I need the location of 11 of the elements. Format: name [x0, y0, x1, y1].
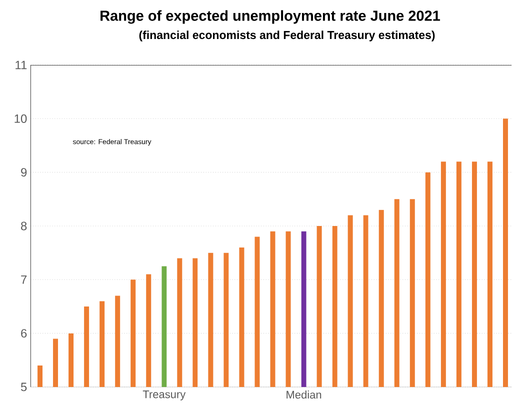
chart-title: Range of expected unemployment rate June 2021	[100, 10, 440, 24]
y-tick-label: 6	[21, 329, 27, 338]
y-tick-label: 10	[14, 114, 27, 123]
y-tick-label: 7	[21, 276, 27, 284]
y-tick-label: 5	[20, 382, 27, 392]
y-tick-label: 8	[21, 222, 27, 230]
y-tick-label: 9	[21, 168, 27, 177]
x-tick-label: Median	[286, 390, 322, 399]
chart-subtitle: (financial economists and Federal Treasury estimates)	[139, 30, 435, 42]
y-tick-label: 11	[16, 60, 27, 70]
x-tick-label: Treasury	[142, 390, 186, 400]
